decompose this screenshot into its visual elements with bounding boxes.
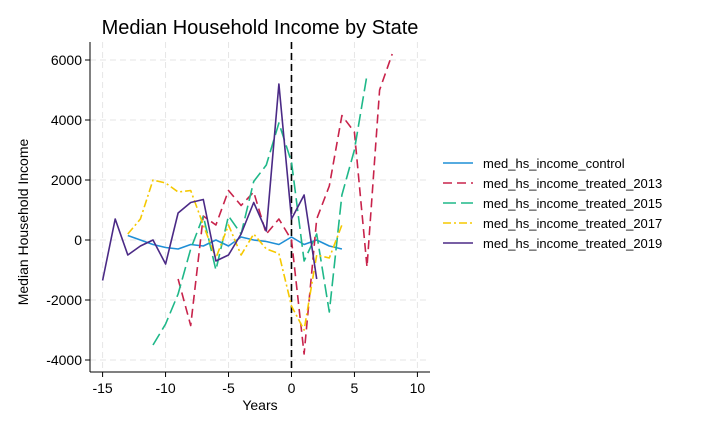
x-axis-label: Years: [242, 397, 277, 413]
series-line-med_hs_income_treated_2019: [101, 83, 318, 281]
legend: med_hs_income_control med_hs_income_treat…: [443, 156, 662, 251]
legend-label-med_hs_income_treated_2015: med_hs_income_treated_2015: [483, 196, 662, 211]
x-tick-label: -15: [92, 380, 112, 396]
y-axis-label: Median Household Income: [15, 139, 31, 306]
grid: [90, 42, 430, 372]
series-group: [101, 53, 393, 355]
y-tick-label: 0: [74, 232, 82, 248]
x-tick-label: 0: [288, 380, 296, 396]
axes: [85, 42, 430, 377]
legend-label-med_hs_income_control: med_hs_income_control: [483, 156, 625, 171]
y-tick-label: -4000: [46, 352, 82, 368]
series-line-med_hs_income_treated_2013: [177, 53, 393, 355]
y-tick-label: -2000: [46, 292, 82, 308]
chart-title: Median Household Income by State: [102, 17, 419, 39]
x-tick-label: -10: [155, 380, 175, 396]
x-tick-label: 10: [410, 380, 426, 396]
legend-label-med_hs_income_treated_2017: med_hs_income_treated_2017: [483, 216, 662, 231]
legend-label-med_hs_income_treated_2019: med_hs_income_treated_2019: [483, 236, 662, 251]
y-tick-label: 6000: [51, 52, 82, 68]
y-tick-label: 2000: [51, 172, 82, 188]
x-tick-label: 5: [351, 380, 359, 396]
y-tick-label: 4000: [51, 112, 82, 128]
series-line-med_hs_income_treated_2017: [127, 179, 343, 331]
x-tick-label: -5: [222, 380, 235, 396]
tick-labels: -15 -10 -5 0 5 10 -4000 -2000 0 2000 4000 6000: [46, 52, 425, 396]
legend-label-med_hs_income_treated_2013: med_hs_income_treated_2013: [483, 176, 662, 191]
series-line-med_hs_income_treated_2015: [152, 74, 368, 346]
